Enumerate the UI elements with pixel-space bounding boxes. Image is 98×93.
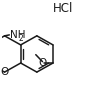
Text: NH: NH — [10, 30, 25, 40]
Text: HCl: HCl — [52, 2, 73, 15]
Text: 2: 2 — [19, 34, 24, 43]
Text: O: O — [38, 58, 47, 68]
Text: O: O — [0, 67, 9, 77]
